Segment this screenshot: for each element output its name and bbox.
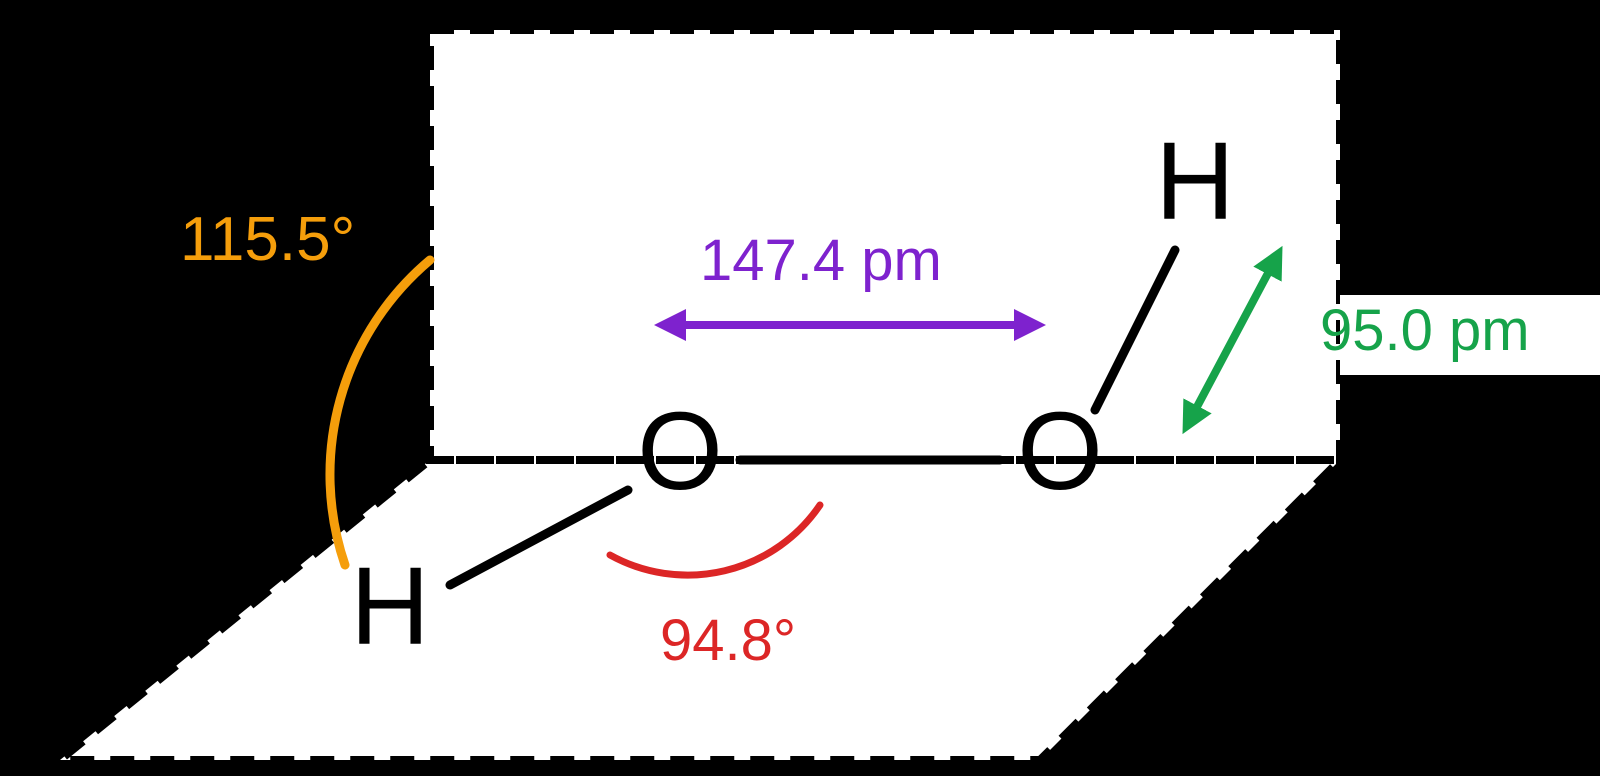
oo-distance-label: 147.4 pm (700, 228, 942, 293)
oh-distance-label: 95.0 pm (1320, 298, 1530, 363)
dihedral-angle-label: 115.5° (180, 205, 355, 274)
bond-angle-label: 94.8° (660, 608, 796, 673)
atom-H1: H (350, 545, 429, 668)
atom-O1: O (637, 390, 723, 513)
molecule-diagram: O O H H 115.5° 94.8° 147.4 pm 95.0 pm (0, 0, 1600, 776)
atom-H2: H (1155, 120, 1234, 243)
atom-O2: O (1017, 390, 1103, 513)
